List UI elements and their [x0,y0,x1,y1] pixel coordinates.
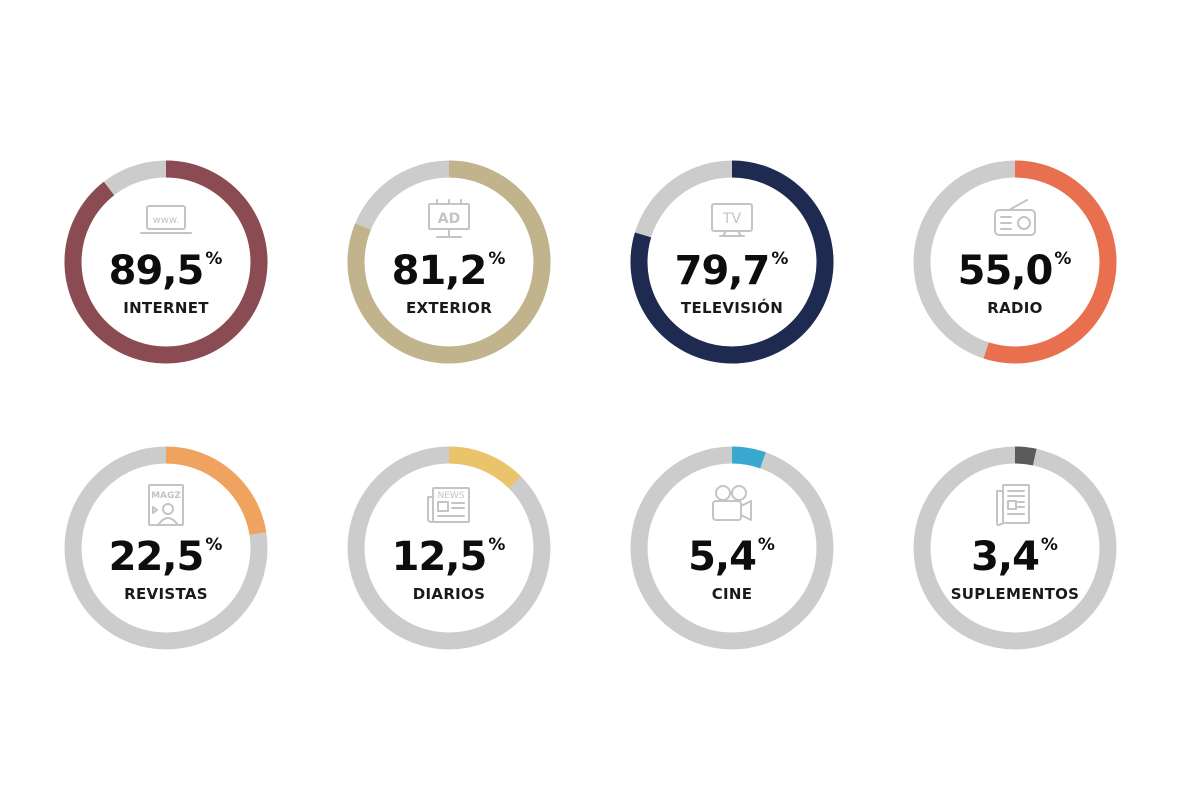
newspaper-icon: NEWS [427,487,470,523]
percent-sign: % [488,249,505,269]
percent-sign: % [205,535,222,555]
category-label: SUPLEMENTOS [951,585,1080,603]
donut-television: TV 79,7 % TELEVISIÓN [630,160,834,364]
donut-revistas: MAGZ 22,5 % REVISTAS [64,446,268,650]
donut-radio: 55,0 % RADIO [913,160,1117,364]
value-label: 81,2 [392,248,487,294]
laptop-www-icon: www. [140,205,192,234]
percent-sign: % [205,249,222,269]
category-label: INTERNET [123,299,209,317]
tv-icon: TV [711,203,753,237]
donut-exterior: AD 81,2 % EXTERIOR [347,160,551,364]
percent-sign: % [758,535,775,555]
value-label: 12,5 [392,534,487,580]
radio-icon [994,199,1036,236]
percent-sign: % [771,249,788,269]
donut-value-arc [1014,446,1037,466]
value-label: 3,4 [971,534,1039,580]
category-label: EXTERIOR [406,299,492,317]
supplement-icon [996,484,1030,526]
donut-diarios: NEWS 12,5 % DIARIOS [347,446,551,650]
donut-suplementos: 3,4 % SUPLEMENTOS [913,446,1117,650]
percent-sign: % [488,535,505,555]
donut-value-arc [448,446,521,489]
category-label: DIARIOS [413,585,485,603]
magazine-icon: MAGZ [148,484,184,526]
svg-text:MAGZ: MAGZ [151,491,181,501]
category-label: RADIO [987,299,1042,317]
value-label: 89,5 [109,248,204,294]
category-label: TELEVISIÓN [681,298,783,317]
donut-value-arc [347,160,551,364]
category-label: REVISTAS [124,585,208,603]
value-label: 55,0 [958,248,1053,294]
category-label: CINE [712,585,753,603]
svg-text:AD: AD [438,211,460,227]
donut-internet: www. 89,5 % INTERNET [64,160,268,364]
svg-text:TV: TV [722,211,742,227]
donut-value-arc [630,160,834,364]
percent-sign: % [1041,535,1058,555]
donut-cine: 5,4 % CINE [630,446,834,650]
value-label: 79,7 [675,248,770,294]
movie-camera-icon [712,485,752,521]
value-label: 5,4 [688,534,756,580]
svg-text:www.: www. [153,215,180,226]
billboard-icon: AD [428,199,470,238]
percent-sign: % [1054,249,1071,269]
svg-text:NEWS: NEWS [437,491,464,501]
donut-value-arc [983,160,1117,364]
donut-value-arc [165,446,267,536]
donut-value-arc [731,446,766,469]
donut-value-arc [64,160,268,364]
value-label: 22,5 [109,534,204,580]
